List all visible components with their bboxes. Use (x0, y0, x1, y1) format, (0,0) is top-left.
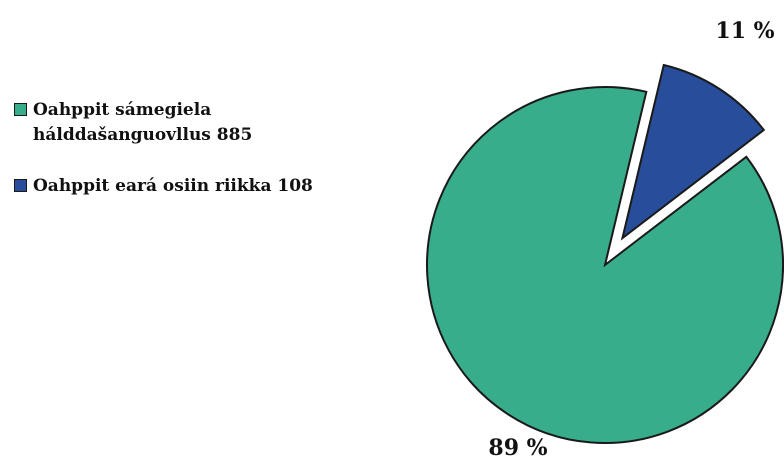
legend-label-series-1: Oahppit eará osiin riikka 108 (33, 176, 313, 196)
pie-slices (426, 63, 784, 444)
data-label-series-1: 11 % (715, 18, 774, 44)
chart-legend: Oahppit sámegiela hálddašanguovllus 885 … (14, 98, 414, 225)
pie-slice-series-1 (620, 63, 766, 241)
pie-slice-series-0 (426, 86, 784, 444)
legend-item-series-1: Oahppit eará osiin riikka 108 (14, 174, 414, 199)
legend-swatch-series-1 (14, 179, 27, 192)
legend-swatch-series-0 (14, 103, 27, 116)
legend-label-series-0: Oahppit sámegiela hálddašanguovllus 885 (33, 100, 253, 145)
legend-item-series-0: Oahppit sámegiela hálddašanguovllus 885 (14, 98, 414, 148)
data-label-series-0: 89 % (488, 435, 547, 460)
